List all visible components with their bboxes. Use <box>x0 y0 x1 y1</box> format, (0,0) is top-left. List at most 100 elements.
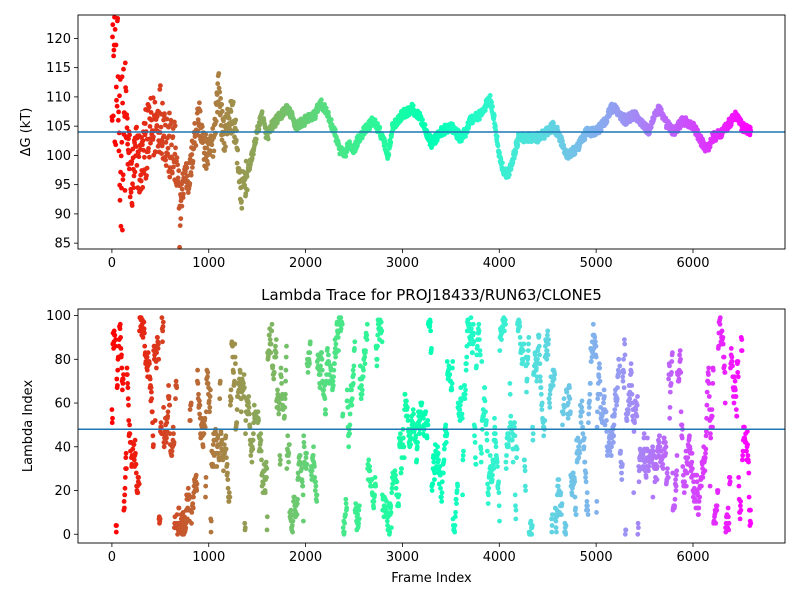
lambda-point <box>340 411 346 417</box>
delta-g-point <box>117 197 123 203</box>
lambda-point <box>471 339 477 345</box>
delta-g-point <box>169 170 175 176</box>
lambda-point <box>226 490 232 496</box>
lambda-point <box>462 391 468 397</box>
lambda-point <box>496 490 502 496</box>
lambda-point <box>187 418 193 423</box>
delta-g-point <box>221 140 227 146</box>
delta-g-point <box>500 160 505 166</box>
lambda-point <box>476 321 482 327</box>
delta-g-point <box>205 161 211 167</box>
lambda-point <box>552 372 558 377</box>
lambda-point <box>654 464 660 469</box>
lambda-point <box>304 450 309 456</box>
y-axis-ticks: 0 20 40 60 80 100 <box>46 309 78 543</box>
lambda-point <box>593 343 599 349</box>
lambda-point <box>522 483 528 489</box>
lambda-point <box>590 321 596 327</box>
lambda-point <box>586 420 591 426</box>
lambda-point <box>344 387 350 393</box>
lambda-point <box>158 420 164 426</box>
lambda-point <box>601 400 606 406</box>
lambda-point <box>131 457 137 463</box>
delta-g-point <box>215 109 220 115</box>
lambda-point <box>551 376 557 382</box>
lambda-point <box>645 435 650 441</box>
lambda-point <box>160 328 166 334</box>
y-tick-label: 90 <box>54 207 71 222</box>
lambda-point <box>167 431 173 437</box>
lambda-point <box>359 387 365 393</box>
lambda-point <box>485 481 490 487</box>
lambda-point <box>495 464 500 469</box>
lambda-point <box>467 321 473 327</box>
lambda-point <box>127 422 132 428</box>
delta-g-point <box>162 111 167 117</box>
delta-g-point <box>507 172 512 178</box>
lambda-point <box>361 367 366 373</box>
lambda-point <box>522 457 527 463</box>
delta-g-point <box>323 105 329 111</box>
lambda-point <box>650 448 656 454</box>
y-tick-label: 95 <box>54 178 71 193</box>
lambda-point <box>492 424 498 430</box>
lambda-point <box>258 437 264 443</box>
lambda-point <box>680 464 686 469</box>
y-axis-label: ΔG (kT) <box>19 108 34 157</box>
lambda-point <box>490 472 495 478</box>
lambda-point <box>710 424 715 430</box>
delta-g-point <box>134 124 140 130</box>
lambda-point <box>689 450 695 456</box>
lambda-point <box>669 370 674 375</box>
lambda-point <box>536 343 542 349</box>
lambda-point <box>170 424 176 430</box>
delta-g-point <box>242 182 248 188</box>
lambda-point <box>478 459 484 465</box>
delta-g-point <box>164 116 170 122</box>
lambda-point <box>318 363 323 369</box>
lambda-point <box>444 431 450 437</box>
delta-g-point <box>508 166 514 172</box>
lambda-point <box>507 381 513 386</box>
lambda-point <box>454 488 460 493</box>
lambda-point <box>564 389 570 395</box>
lambda-point <box>325 346 330 351</box>
delta-g-point <box>233 137 239 143</box>
lambda-point <box>745 442 750 447</box>
lambda-point <box>697 494 703 500</box>
lambda-point <box>660 466 666 471</box>
lambda-point <box>273 354 279 360</box>
lambda-point <box>242 520 248 526</box>
lambda-point <box>242 525 248 531</box>
lambda-point <box>714 507 720 513</box>
delta-g-point <box>140 142 145 148</box>
lambda-point <box>363 348 368 353</box>
delta-g-point <box>489 99 494 105</box>
lambda-point <box>629 370 634 375</box>
lambda-point <box>427 319 433 325</box>
lambda-point <box>729 354 735 360</box>
lambda-point <box>384 499 389 504</box>
delta-g-point <box>230 99 236 105</box>
lambda-point <box>567 396 573 402</box>
lambda-point <box>126 402 131 408</box>
lambda-point <box>657 433 662 439</box>
delta-g-point <box>172 123 178 129</box>
lambda-point <box>726 527 732 533</box>
lambda-point <box>398 470 404 476</box>
lambda-point <box>514 455 519 461</box>
plot-area-background <box>78 309 785 543</box>
lambda-point <box>319 350 325 356</box>
lambda-point <box>250 446 256 452</box>
lambda-point <box>597 361 602 367</box>
lambda-point <box>384 518 390 524</box>
delta-g-point <box>388 139 394 145</box>
delta-g-point <box>154 114 160 119</box>
delta-g-point <box>177 244 183 250</box>
lambda-point <box>226 499 232 504</box>
delta-g-point <box>169 142 174 148</box>
delta-g-point <box>118 153 124 159</box>
lambda-point <box>444 359 450 364</box>
lambda-point <box>218 431 224 437</box>
lambda-point <box>594 499 600 504</box>
